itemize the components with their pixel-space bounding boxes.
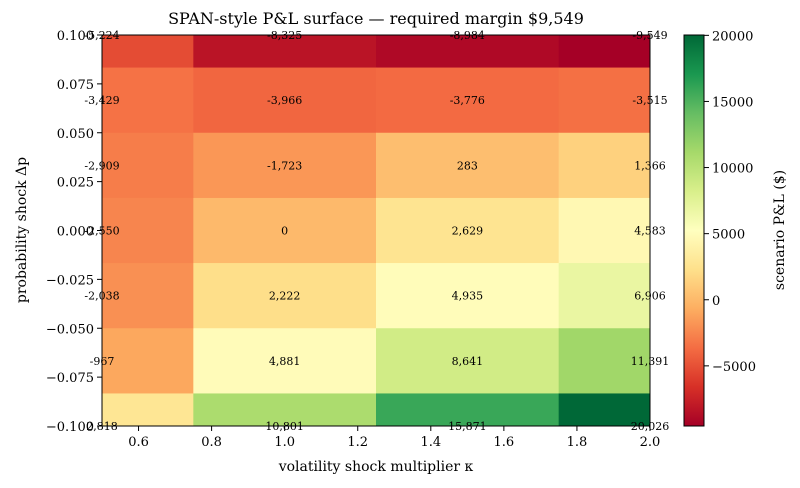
colorbar-label: scenario P&L ($) — [772, 170, 788, 290]
y-tick-label: −0.050 — [46, 322, 94, 337]
heatmap-cell — [102, 197, 194, 264]
chart-title: SPAN-style P&L surface — required margin… — [168, 9, 584, 28]
y-tick-label: −0.025 — [46, 273, 94, 288]
y-tick-label: 0.075 — [57, 78, 94, 93]
y-tick-label: 0.050 — [57, 127, 94, 142]
colorbar-tick-label: 20000 — [712, 29, 753, 44]
heatmap-cell — [558, 263, 651, 329]
heatmap-cell — [376, 328, 560, 394]
y-tick-label: 0.100 — [57, 29, 94, 44]
heatmap-cell — [193, 393, 377, 427]
heatmap-cell — [558, 197, 651, 264]
cell-value-label: 0 — [281, 225, 288, 238]
heatmap-cells — [102, 35, 651, 427]
heatmap-cell — [102, 67, 194, 134]
heatmap-cell — [558, 132, 651, 199]
heatmap-cell — [558, 393, 651, 427]
heatmap-cell — [102, 35, 194, 69]
heatmap-cell — [193, 67, 377, 134]
x-tick-label: 0.6 — [128, 435, 149, 450]
heatmap-cell — [376, 132, 560, 199]
heatmap-cell — [102, 328, 194, 394]
heatmap-cell — [102, 263, 194, 329]
heatmap-cell — [102, 393, 194, 427]
x-tick-label: 1.0 — [274, 435, 295, 450]
colorbar-tick-label: 5000 — [712, 228, 745, 243]
cell-value-label: -3,966 — [267, 94, 302, 107]
x-tick-label: 2.0 — [640, 435, 661, 450]
y-axis-ticks: 0.100 0.075 0.050 0.025 0.000 −0.025 −0.050 −0.… — [46, 29, 102, 435]
colorbar-tick-label: −5000 — [712, 360, 756, 375]
cell-value-label: 2,222 — [269, 290, 301, 303]
heatmap-cell — [376, 197, 560, 264]
colorbar-tick-label: 15000 — [712, 95, 753, 110]
heatmap-cell — [558, 328, 651, 394]
heatmap-cell — [376, 35, 560, 69]
cell-value-label: 4,935 — [452, 290, 484, 303]
y-tick-label: 0.025 — [57, 176, 94, 191]
x-axis-label: volatility shock multiplier κ — [278, 459, 474, 475]
colorbar — [683, 34, 705, 427]
x-tick-label: 1.2 — [347, 435, 368, 450]
x-tick-label: 0.8 — [201, 435, 222, 450]
y-tick-label: 0.000 — [57, 225, 94, 240]
y-tick-label: −0.100 — [46, 420, 94, 435]
cell-value-label: 283 — [457, 159, 478, 172]
heatmap-cell — [193, 197, 377, 264]
heatmap-cell — [193, 35, 377, 69]
x-tick-label: 1.6 — [494, 435, 515, 450]
cell-value-label: -3,776 — [450, 94, 485, 107]
heatmap-cell — [558, 67, 651, 134]
colorbar-tick-label: 0 — [712, 294, 720, 309]
cell-value-label: -1,723 — [267, 159, 302, 172]
y-axis-label: probability shock Δp — [14, 157, 30, 303]
cell-value-label: 2,629 — [452, 225, 484, 238]
heatmap-cell — [193, 263, 377, 329]
cell-value-label: 8,641 — [452, 355, 484, 368]
x-axis-ticks: 0.6 0.8 1.0 1.2 1.4 1.6 1.8 2.0 — [128, 426, 660, 450]
y-tick-label: −0.075 — [46, 371, 94, 386]
heatmap-cell — [193, 328, 377, 394]
colorbar-tick-label: 10000 — [712, 162, 753, 177]
heatmap-cell — [558, 35, 651, 69]
heatmap-cell — [376, 263, 560, 329]
colorbar-ticks: 20000 15000 10000 5000 0 −5000 — [704, 29, 756, 375]
heatmap-cell — [102, 132, 194, 199]
x-tick-label: 1.4 — [420, 435, 441, 450]
cell-value-label: 4,881 — [269, 355, 301, 368]
heatmap-cell — [193, 132, 377, 199]
heatmap-cell — [376, 393, 560, 427]
x-tick-label: 1.8 — [567, 435, 588, 450]
heatmap-cell — [376, 67, 560, 134]
